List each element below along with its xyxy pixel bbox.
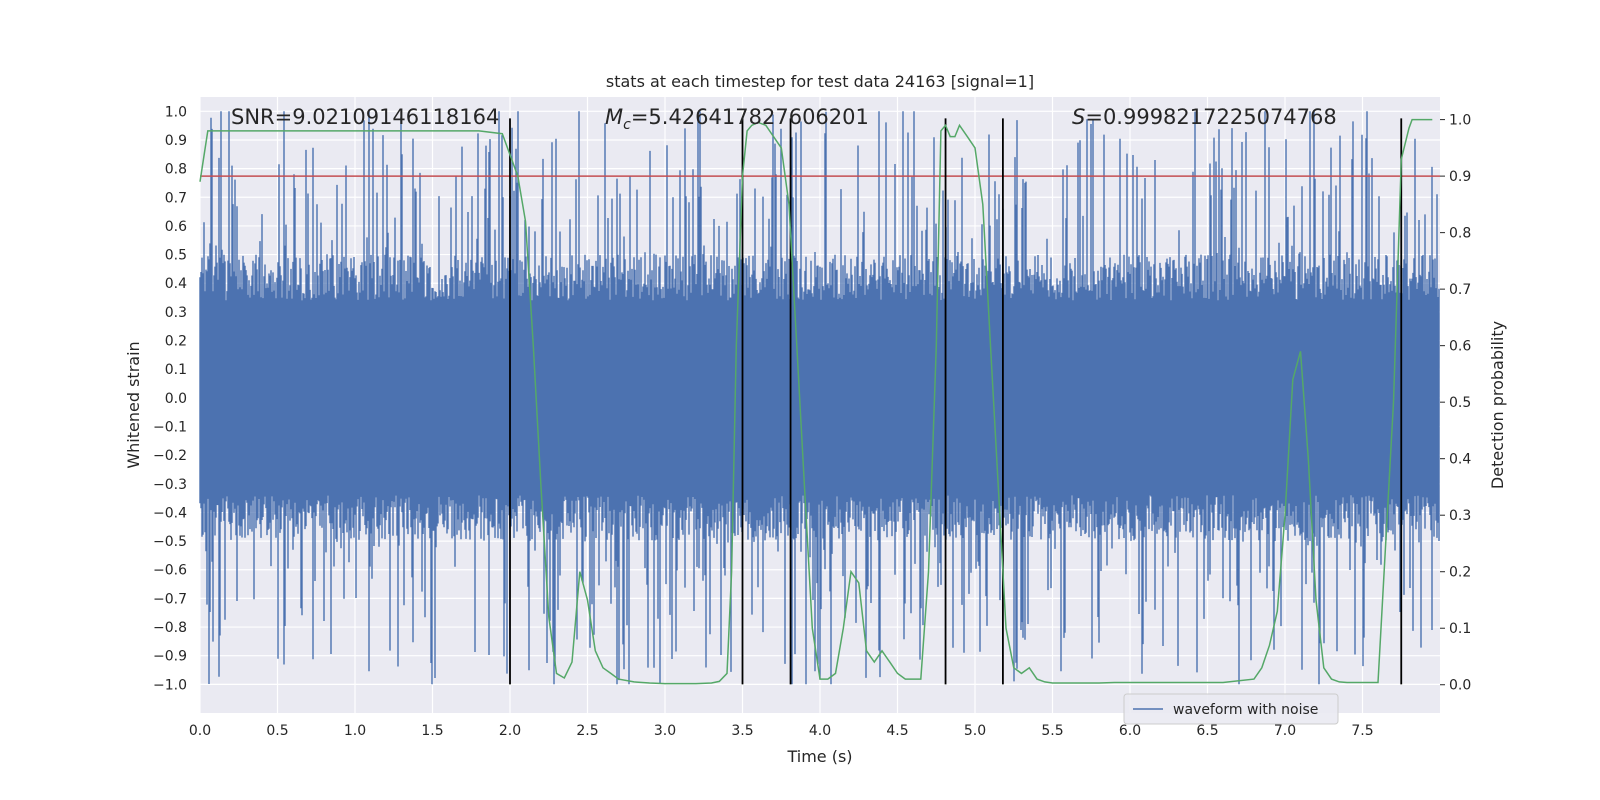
snr-annotation: SNR=9.02109146118164 [231, 105, 499, 129]
x-tick-14: 7.0 [1274, 723, 1296, 739]
y2-tick-8: 0.2 [1449, 565, 1471, 581]
y2-tick-0: 1.0 [1449, 113, 1471, 129]
y-tick-17: −0.7 [153, 591, 187, 607]
y-tick-3: 0.7 [165, 190, 187, 206]
x-tick-7: 3.5 [731, 723, 753, 739]
vertical-markers [509, 118, 1403, 685]
y-tick-12: −0.2 [153, 448, 187, 464]
x-tick-11: 5.5 [1041, 723, 1063, 739]
x-tick-15: 7.5 [1351, 723, 1373, 739]
x-tick-9: 4.5 [886, 723, 908, 739]
waveform-path [199, 111, 1440, 685]
x-ticks: 0.0 0.5 1.0 1.5 2.0 2.5 3.0 3.5 4.0 4.5 5.0 5.5 6.0 6… [189, 723, 1374, 739]
x-tick-10: 5.0 [964, 723, 986, 739]
y-tick-5: 0.5 [165, 248, 187, 264]
x-tick-5: 2.5 [576, 723, 598, 739]
x-tick-13: 6.5 [1196, 723, 1218, 739]
y2-tick-9: 0.1 [1449, 621, 1471, 637]
y-tick-2: 0.8 [165, 162, 187, 178]
y2-ticks: 1.0 0.9 0.8 0.7 0.6 0.5 0.4 0.3 0.2 0.1 0.0 [1440, 113, 1471, 694]
y-tick-19: −0.9 [153, 649, 187, 665]
x-tick-1: 0.5 [266, 723, 288, 739]
y-ticks: 1.0 0.9 0.8 0.7 0.6 0.5 0.4 0.3 0.2 0.1 0.0 −0.1 −0.… [153, 104, 187, 693]
legend: waveform with noise [1123, 693, 1339, 725]
y-tick-0: 1.0 [165, 104, 187, 120]
y-tick-16: −0.6 [153, 563, 187, 579]
y-tick-9: 0.1 [165, 362, 187, 378]
x-tick-3: 1.5 [421, 723, 443, 739]
y-tick-8: 0.2 [165, 334, 187, 350]
x-tick-0: 0.0 [189, 723, 211, 739]
y2-tick-3: 0.7 [1449, 282, 1471, 298]
y-tick-4: 0.6 [165, 219, 187, 235]
y-tick-14: −0.4 [153, 505, 187, 521]
x-tick-6: 3.0 [654, 723, 676, 739]
y-tick-10: 0.0 [165, 391, 187, 407]
legend-label: waveform with noise [1173, 702, 1318, 718]
mc-subscript: c [623, 117, 631, 133]
y-tick-6: 0.4 [165, 276, 187, 292]
y2-tick-10: 0.0 [1449, 678, 1471, 694]
y2-tick-4: 0.6 [1449, 339, 1471, 355]
y-tick-20: −1.0 [153, 677, 187, 693]
y-tick-15: −0.5 [153, 534, 187, 550]
x-tick-4: 2.0 [499, 723, 521, 739]
x-axis-label: Time (s) [786, 747, 852, 766]
mc-symbol: M [605, 105, 623, 129]
y-axis-label: Whitened strain [124, 341, 143, 468]
y-tick-18: −0.8 [153, 620, 187, 636]
probability-series [199, 118, 1433, 685]
x-tick-2: 1.0 [344, 723, 366, 739]
s-symbol: S [1072, 105, 1085, 129]
y2-tick-1: 0.9 [1449, 169, 1471, 185]
s-annotation: S=0.9998217225074768 [1072, 105, 1337, 129]
mc-value: =5.426417827606201 [631, 105, 869, 129]
x-tick-8: 4.0 [809, 723, 831, 739]
y2-tick-5: 0.5 [1449, 395, 1471, 411]
y-tick-11: −0.1 [153, 419, 187, 435]
y-tick-1: 0.9 [165, 133, 187, 149]
y2-axis-label: Detection probability [1488, 321, 1507, 489]
x-tick-12: 6.0 [1119, 723, 1141, 739]
y-tick-7: 0.3 [165, 305, 187, 321]
s-value: =0.9998217225074768 [1085, 105, 1336, 129]
y2-tick-2: 0.8 [1449, 226, 1471, 242]
waveform-series [199, 111, 1440, 685]
y2-tick-7: 0.3 [1449, 508, 1471, 524]
legend-box [1123, 693, 1339, 725]
chart-title: stats at each timestep for test data 241… [606, 72, 1034, 91]
mc-annotation: Mc=5.426417827606201 [605, 105, 869, 133]
y-tick-13: −0.3 [153, 477, 187, 493]
y2-tick-6: 0.4 [1449, 452, 1471, 468]
probability-line [199, 118, 1433, 685]
